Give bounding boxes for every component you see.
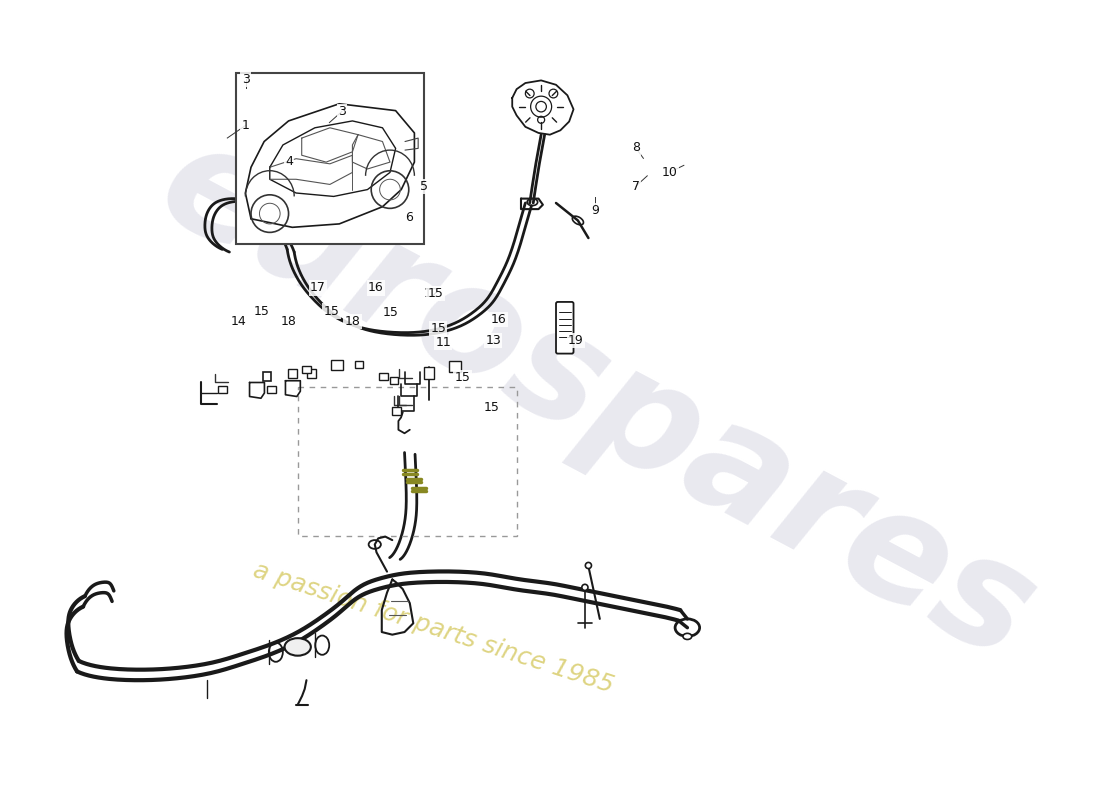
Bar — [218, 386, 227, 393]
Ellipse shape — [582, 584, 588, 590]
Bar — [267, 386, 276, 393]
Ellipse shape — [585, 562, 592, 569]
Text: 1: 1 — [242, 119, 250, 132]
Bar — [449, 362, 461, 372]
Bar — [389, 378, 398, 384]
Text: a passion for parts since 1985: a passion for parts since 1985 — [250, 558, 617, 698]
Text: 9: 9 — [592, 204, 600, 218]
Text: 13: 13 — [485, 334, 501, 347]
Text: 18: 18 — [344, 315, 361, 328]
Bar — [307, 370, 316, 378]
Text: 17: 17 — [310, 282, 326, 294]
Text: 15: 15 — [323, 305, 339, 318]
Text: 11: 11 — [436, 336, 451, 349]
Text: 15: 15 — [483, 401, 499, 414]
Bar — [263, 372, 272, 381]
Text: 15: 15 — [383, 306, 399, 319]
Text: 14: 14 — [231, 315, 246, 328]
Bar — [379, 373, 388, 380]
Bar — [302, 366, 311, 373]
Text: 5: 5 — [420, 180, 428, 193]
Ellipse shape — [285, 638, 311, 656]
Text: 12: 12 — [424, 287, 439, 300]
Text: 15: 15 — [430, 322, 447, 335]
Text: 6: 6 — [406, 211, 414, 224]
Ellipse shape — [683, 634, 692, 639]
Text: 16: 16 — [367, 282, 384, 294]
Text: 3: 3 — [338, 105, 345, 118]
Text: 7: 7 — [631, 180, 640, 193]
Text: 10: 10 — [661, 166, 678, 179]
Text: 3: 3 — [242, 73, 250, 86]
Text: 15: 15 — [454, 371, 471, 384]
Bar — [354, 362, 363, 369]
FancyBboxPatch shape — [556, 302, 573, 354]
Bar — [298, 387, 517, 536]
Bar — [331, 360, 343, 370]
Bar — [393, 407, 402, 415]
Text: 4: 4 — [285, 155, 293, 168]
Text: 19: 19 — [568, 334, 584, 347]
Text: 8: 8 — [631, 142, 640, 154]
Text: eurospares: eurospares — [135, 107, 1058, 693]
Bar — [424, 366, 434, 379]
Bar — [288, 370, 297, 378]
Text: 15: 15 — [254, 305, 270, 318]
Text: 18: 18 — [280, 315, 297, 328]
Text: 15: 15 — [428, 287, 443, 300]
Bar — [236, 73, 424, 245]
Text: 16: 16 — [491, 313, 507, 326]
